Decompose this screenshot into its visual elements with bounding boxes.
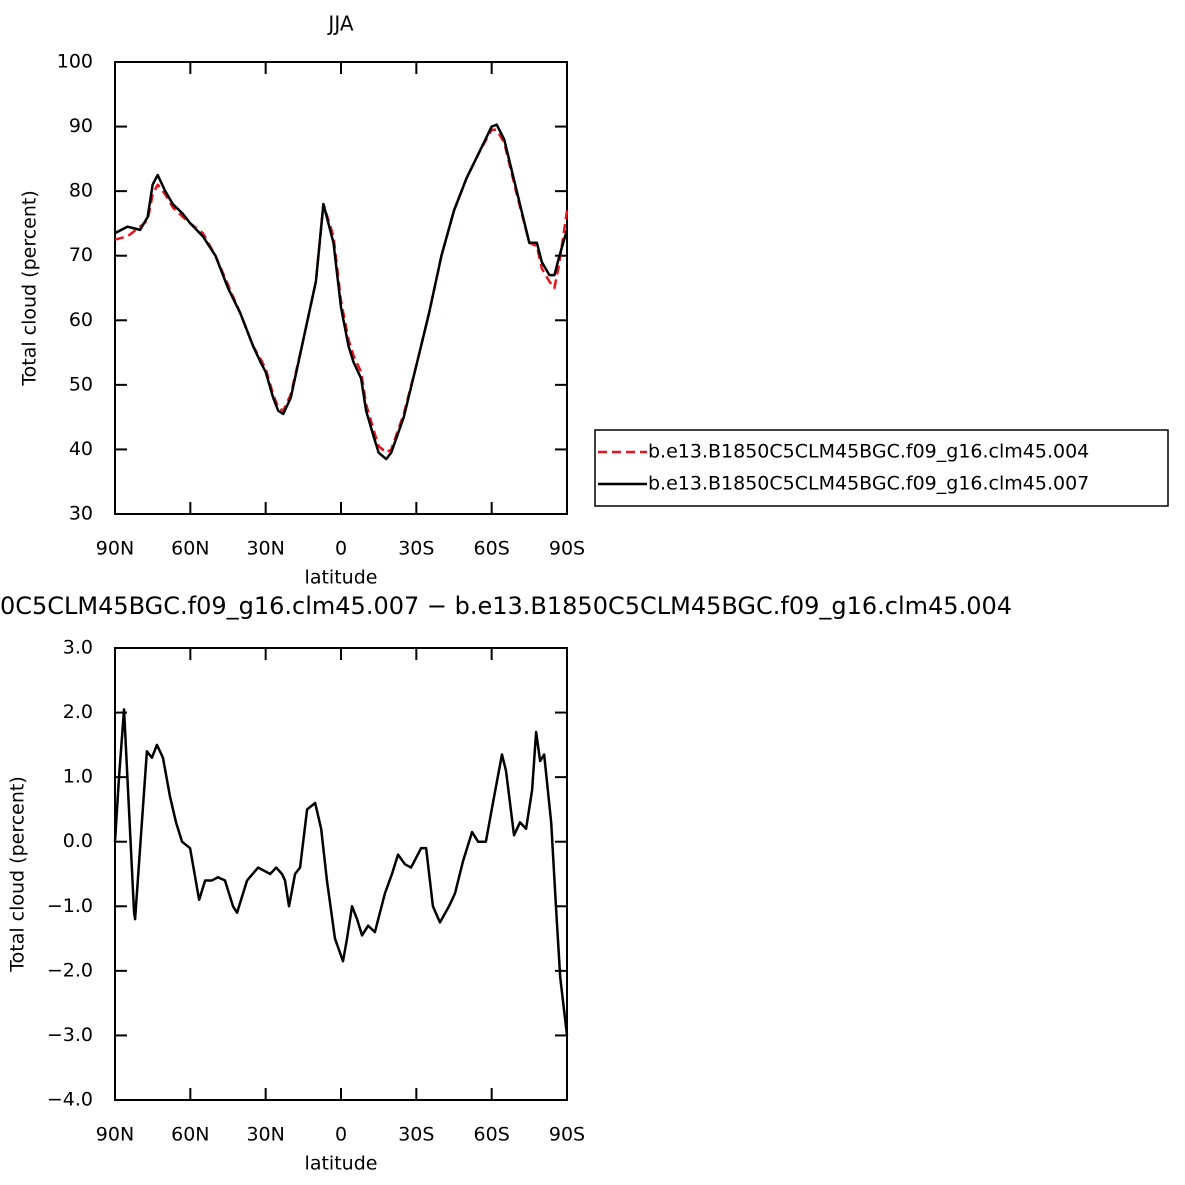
x-tick-label: 30S (398, 1124, 434, 1146)
y-tick-label: 0.0 (63, 830, 93, 852)
legend-box (594, 429, 1169, 507)
y-axis-label: Total cloud (percent) (7, 776, 29, 973)
x-tick-label: 90S (549, 1124, 585, 1146)
x-tick-label: 60N (171, 1124, 209, 1146)
x-tick-label: 60S (474, 1124, 510, 1146)
y-tick-label: 3.0 (63, 637, 93, 659)
y-tick-label: 100 (57, 51, 93, 73)
y-tick-label: 70 (69, 244, 93, 266)
x-tick-label: 30N (246, 538, 284, 560)
x-tick-label: 0 (335, 1124, 347, 1146)
y-tick-label: 40 (69, 438, 93, 460)
plot-frame (114, 61, 568, 515)
x-tick-label: 60S (474, 538, 510, 560)
y-tick-label: 30 (69, 503, 93, 525)
data-line (113, 708, 569, 1036)
x-tick-label: 90N (96, 538, 134, 560)
x-axis-label: latitude (305, 1153, 378, 1175)
legend-label: b.e13.B1850C5CLM45BGC.f09_g16.clm45.007 (648, 473, 1089, 495)
x-tick-label: 90S (549, 538, 585, 560)
x-axis-label: latitude (305, 567, 378, 589)
data-line (114, 123, 569, 461)
y-tick-label: 1.0 (63, 766, 93, 788)
y-tick-label: 50 (69, 373, 93, 395)
x-tick-label: 30S (398, 538, 434, 560)
y-tick-label: 90 (69, 115, 93, 137)
y-tick-label: −1.0 (47, 895, 93, 917)
plot-frame (114, 647, 568, 1101)
x-tick-label: 60N (171, 538, 209, 560)
y-tick-label: 80 (69, 180, 93, 202)
y-tick-label: 2.0 (63, 701, 93, 723)
y-axis-label: Total cloud (percent) (19, 190, 41, 387)
x-tick-label: 0 (335, 538, 347, 560)
x-tick-label: 90N (96, 1124, 134, 1146)
chart-title: JJA (326, 12, 353, 36)
y-tick-label: −3.0 (47, 1024, 93, 1046)
y-tick-label: −2.0 (47, 959, 93, 981)
legend-label: b.e13.B1850C5CLM45BGC.f09_g16.clm45.004 (648, 441, 1089, 463)
chart-title: b.e13.B1850C5CLM45BGC.f09_g16.clm45.007 … (0, 592, 1012, 620)
data-line (114, 128, 569, 454)
x-tick-label: 30N (246, 1124, 284, 1146)
y-tick-label: −4.0 (47, 1089, 93, 1111)
y-tick-label: 60 (69, 309, 93, 331)
